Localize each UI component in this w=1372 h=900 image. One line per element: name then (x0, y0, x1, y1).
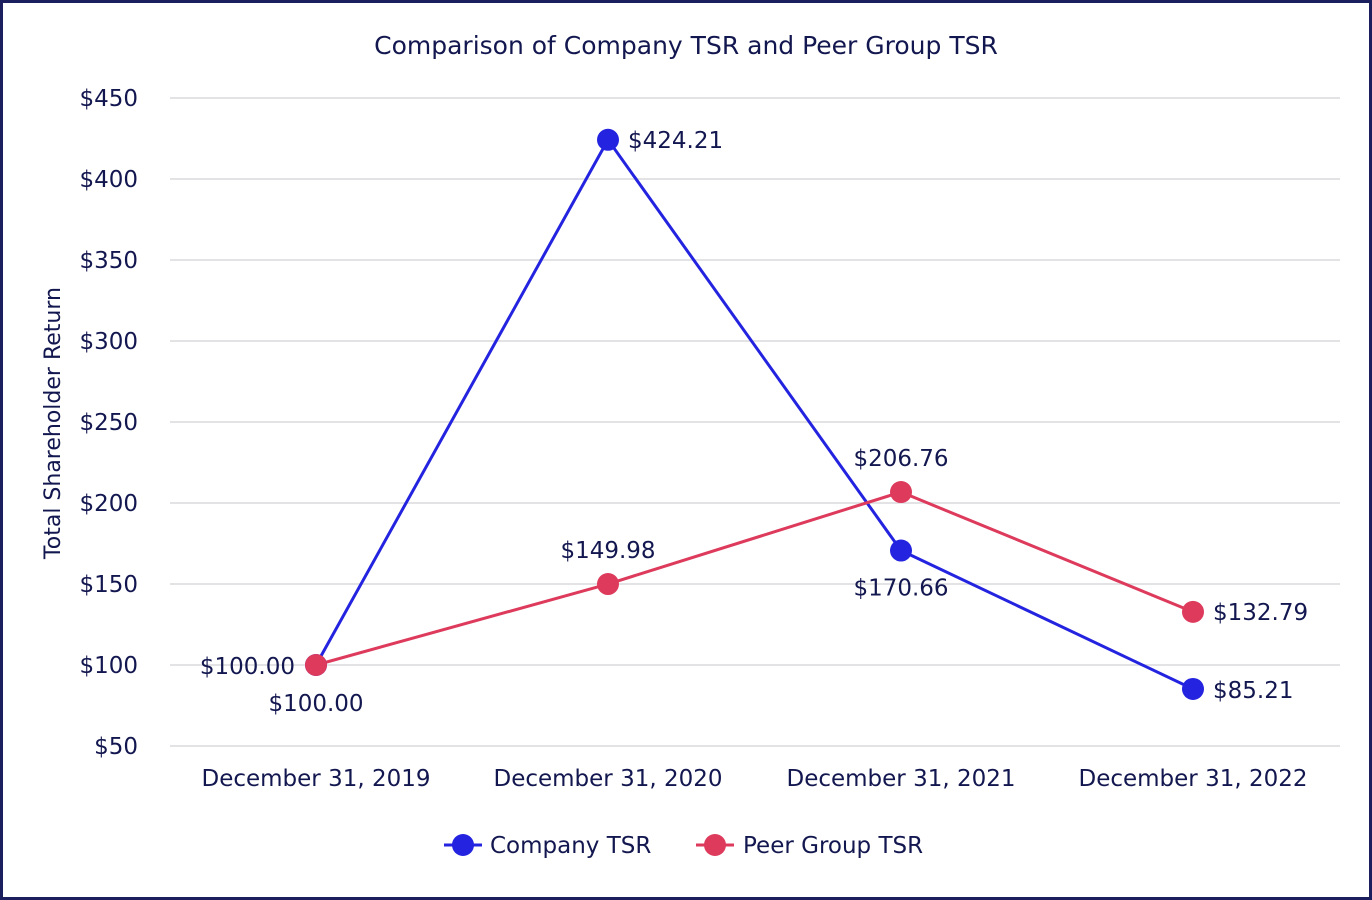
y-tick-label: $350 (79, 248, 138, 274)
series-lines (314, 138, 1194, 691)
x-tick-label: December 31, 2022 (1078, 766, 1307, 792)
legend-item-company-tsr[interactable]: Company TSR (444, 833, 651, 859)
chart-title: Comparison of Company TSR and Peer Group… (374, 31, 998, 60)
legend-item-peer-group-tsr[interactable]: Peer Group TSR (696, 833, 923, 859)
y-tick-label: $400 (79, 167, 138, 193)
data-point-peer-group-tsr[interactable] (1182, 600, 1204, 623)
data-point-company-tsr[interactable] (1182, 677, 1204, 700)
legend-label: Peer Group TSR (743, 833, 923, 859)
data-label-peer-group-tsr: $132.79 (1213, 600, 1308, 626)
data-label-company-tsr: $100.00 (268, 691, 363, 717)
x-axis-ticks: December 31, 2019 December 31, 2020 Decemb… (201, 766, 1307, 792)
data-labels: $100.00 $424.21 $170.66 $85.21 $100.00 $149.9… (200, 128, 1308, 717)
x-tick-label: December 31, 2020 (493, 766, 722, 792)
series-line-company-tsr (314, 138, 1194, 691)
y-tick-label: $100 (79, 653, 138, 679)
legend-label: Company TSR (490, 833, 651, 859)
data-label-peer-group-tsr: $149.98 (560, 538, 655, 564)
data-point-peer-group-tsr[interactable] (890, 481, 912, 504)
y-tick-label: $450 (79, 86, 138, 112)
x-tick-label: December 31, 2019 (201, 766, 430, 792)
series-line-peer-group-tsr (315, 490, 1194, 667)
y-tick-label: $250 (79, 410, 138, 436)
y-tick-label: $50 (94, 734, 138, 760)
y-axis-label: Total Shareholder Return (41, 287, 66, 560)
data-point-peer-group-tsr[interactable] (305, 654, 327, 676)
data-point-peer-group-tsr[interactable] (597, 573, 619, 596)
data-label-company-tsr: $170.66 (853, 576, 948, 602)
series-points (305, 128, 1204, 700)
data-label-peer-group-tsr: $100.00 (200, 654, 295, 680)
y-tick-label: $200 (79, 491, 138, 517)
legend-swatch-marker (452, 834, 474, 856)
legend-swatch-marker (704, 834, 726, 856)
legend[interactable]: Company TSR Peer Group TSR (444, 833, 923, 859)
x-tick-label: December 31, 2021 (786, 766, 1015, 792)
data-point-company-tsr[interactable] (890, 539, 912, 562)
data-label-company-tsr: $424.21 (628, 128, 723, 154)
data-label-peer-group-tsr: $206.76 (853, 446, 948, 472)
y-axis-ticks: $50 $100 $150 $200 $250 $300 $350 $400 $450 (79, 86, 138, 760)
data-label-company-tsr: $85.21 (1213, 678, 1293, 704)
data-point-company-tsr[interactable] (597, 128, 619, 151)
y-tick-label: $300 (79, 329, 138, 355)
y-tick-label: $150 (79, 572, 138, 598)
grid-lines (170, 97, 1340, 747)
